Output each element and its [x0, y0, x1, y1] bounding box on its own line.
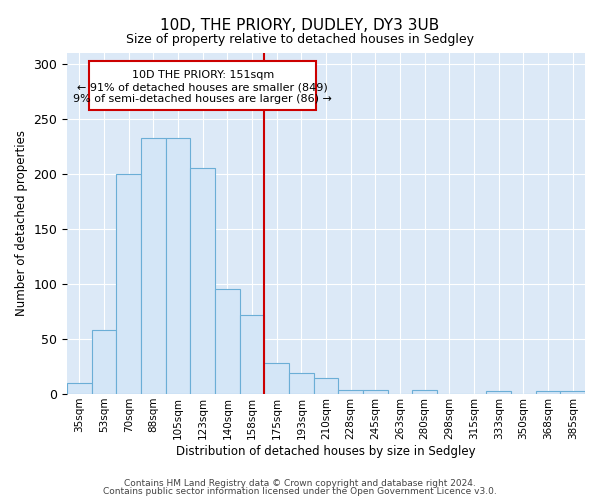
Bar: [116, 174, 141, 394]
Bar: [166, 138, 190, 394]
Bar: [487, 390, 511, 394]
Bar: [240, 314, 265, 394]
Bar: [314, 378, 338, 394]
Bar: [92, 330, 116, 394]
Bar: [363, 390, 388, 394]
Bar: [141, 138, 166, 394]
Text: Contains public sector information licensed under the Open Government Licence v3: Contains public sector information licen…: [103, 487, 497, 496]
Text: Size of property relative to detached houses in Sedgley: Size of property relative to detached ho…: [126, 32, 474, 46]
Y-axis label: Number of detached properties: Number of detached properties: [15, 130, 28, 316]
Text: Contains HM Land Registry data © Crown copyright and database right 2024.: Contains HM Land Registry data © Crown c…: [124, 479, 476, 488]
Bar: [289, 373, 314, 394]
FancyBboxPatch shape: [89, 62, 316, 110]
Bar: [338, 390, 363, 394]
Text: 10D THE PRIORY: 151sqm: 10D THE PRIORY: 151sqm: [131, 70, 274, 80]
Bar: [265, 363, 289, 394]
Bar: [412, 390, 437, 394]
Bar: [536, 390, 560, 394]
Bar: [190, 168, 215, 394]
Bar: [67, 383, 92, 394]
X-axis label: Distribution of detached houses by size in Sedgley: Distribution of detached houses by size …: [176, 444, 476, 458]
Bar: [560, 390, 585, 394]
Text: ← 91% of detached houses are smaller (849): ← 91% of detached houses are smaller (84…: [77, 82, 328, 92]
Bar: [215, 290, 240, 394]
Text: 9% of semi-detached houses are larger (86) →: 9% of semi-detached houses are larger (8…: [73, 94, 332, 104]
Text: 10D, THE PRIORY, DUDLEY, DY3 3UB: 10D, THE PRIORY, DUDLEY, DY3 3UB: [160, 18, 440, 32]
